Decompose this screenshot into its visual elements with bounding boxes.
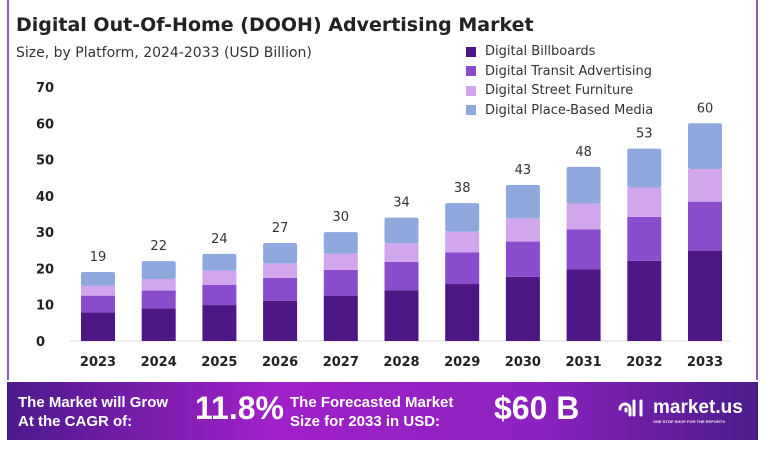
y-tick-label: 70 (36, 81, 54, 96)
bar-segment (323, 253, 358, 270)
legend: Digital Billboards Digital Transit Advert… (466, 42, 653, 120)
bar-segment (627, 216, 662, 261)
total-label: 30 (333, 210, 350, 225)
legend-swatch (466, 105, 476, 116)
bar-segment (323, 295, 358, 341)
x-tick-label: 2030 (505, 355, 541, 370)
forecast-label: The Forecasted Market Size for 2033 in US… (290, 394, 454, 430)
x-tick-label: 2023 (80, 355, 116, 370)
bar-segment (627, 260, 662, 341)
legend-item: Digital Place-Based Media (466, 101, 653, 121)
legend-label: Digital Place-Based Media (485, 102, 654, 118)
bar-segment (81, 285, 115, 296)
bar-segment (688, 123, 722, 170)
total-label: 27 (272, 221, 289, 236)
bar-segment (566, 269, 601, 341)
y-tick-label: 50 (36, 154, 54, 169)
bar-segment (505, 276, 540, 341)
y-tick-label: 20 (36, 262, 54, 277)
bar-segment (141, 278, 176, 291)
legend-swatch (466, 85, 476, 96)
x-tick-label: 2031 (566, 355, 602, 370)
chart-frame (7, 0, 758, 380)
forecast-value: $60 B (494, 390, 580, 426)
legend-item: Digital Billboards (466, 42, 653, 62)
bar-segment (81, 312, 115, 341)
bar-segment (688, 250, 722, 341)
summary-banner: The Market will Grow At the CAGR of: 11.8… (7, 382, 758, 440)
x-tick-label: 2024 (141, 355, 177, 370)
legend-label: Digital Transit Advertising (485, 63, 653, 79)
x-tick-label: 2029 (444, 355, 480, 370)
bar-segment (627, 187, 662, 217)
legend-item: Digital Street Furniture (466, 81, 653, 101)
bar-segment (384, 290, 419, 341)
x-tick-label: 2033 (687, 355, 723, 370)
bar-segment (202, 305, 237, 341)
stacked-bar-chart: 0102030405060701920232220242420252720263… (36, 81, 730, 370)
bar-segment (202, 253, 237, 271)
y-tick-label: 40 (36, 190, 54, 205)
bar-segment (566, 203, 601, 230)
bar-segment (141, 261, 176, 279)
y-tick-label: 30 (36, 226, 54, 241)
bar-segment (688, 201, 722, 251)
total-label: 24 (211, 232, 228, 247)
total-label: 43 (515, 163, 532, 178)
bar-segment (566, 166, 601, 204)
bar-segment (263, 263, 298, 278)
legend-swatch (466, 46, 476, 57)
x-tick-label: 2028 (383, 355, 419, 370)
bar-segment (505, 241, 540, 277)
bar-segment (202, 270, 237, 285)
x-tick-label: 2027 (323, 355, 359, 370)
bar-segment (566, 229, 601, 270)
bar-segment (505, 184, 540, 219)
legend-label: Digital Billboards (485, 44, 596, 60)
total-label: 53 (636, 127, 653, 142)
total-label: 19 (90, 250, 107, 265)
bar-segment (445, 231, 480, 253)
chart-title: Digital Out-Of-Home (DOOH) Advertising M… (16, 14, 534, 36)
bar-segment (627, 148, 662, 188)
bar-segment (384, 261, 419, 291)
total-label: 34 (393, 196, 410, 211)
bar-segment (263, 300, 298, 341)
logo-icon (618, 399, 643, 417)
x-tick-label: 2025 (201, 355, 237, 370)
legend-item: Digital Transit Advertising (466, 62, 653, 82)
y-tick-label: 10 (36, 299, 54, 314)
bar-segment (263, 277, 298, 301)
bar-segment (445, 252, 480, 285)
bar-segment (323, 269, 358, 296)
bar-segment (505, 218, 540, 242)
cagr-value: 11.8% (195, 390, 284, 426)
bar-segment (688, 169, 722, 202)
x-tick-label: 2032 (626, 355, 662, 370)
bar-segment (384, 217, 419, 244)
market-us-logo: market.us ONE STOP SHOP FOR THE REPORTS (617, 397, 743, 424)
bar-segment (445, 203, 480, 232)
total-label: 60 (697, 101, 714, 116)
bar-segment (81, 272, 115, 286)
bar-segment (384, 243, 419, 262)
y-tick-label: 60 (36, 117, 54, 132)
total-label: 38 (454, 181, 471, 196)
legend-label: Digital Street Furniture (485, 83, 634, 99)
bar-segment (141, 290, 176, 309)
bar-segment (263, 243, 298, 264)
x-tick-label: 2026 (262, 355, 298, 370)
bar-segment (445, 284, 480, 341)
y-tick-label: 0 (36, 335, 45, 350)
bar-segment (202, 284, 237, 306)
legend-swatch (466, 66, 476, 77)
chart-subtitle: Size, by Platform, 2024-2033 (USD Billio… (16, 45, 312, 61)
bar-segment (81, 295, 115, 313)
bar-segment (141, 308, 176, 341)
cagr-label: The Market will Grow At the CAGR of: (18, 394, 169, 430)
total-label: 22 (150, 239, 167, 254)
bar-segment (323, 232, 358, 254)
total-label: 48 (575, 145, 592, 160)
